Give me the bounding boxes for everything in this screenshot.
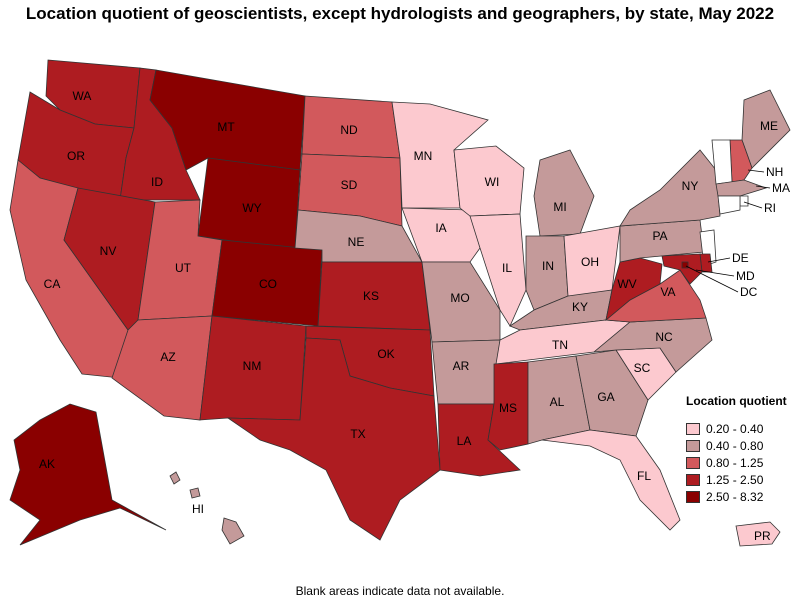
state-label-MI: MI bbox=[553, 200, 566, 214]
state-label-NC: NC bbox=[655, 330, 673, 344]
state-label-OR: OR bbox=[67, 149, 85, 163]
state-label-OK: OK bbox=[377, 347, 394, 361]
state-label-DC: DC bbox=[740, 285, 758, 299]
state-label-MN: MN bbox=[414, 149, 433, 163]
state-label-IN: IN bbox=[542, 259, 554, 273]
state-label-IA: IA bbox=[435, 221, 446, 235]
state-HI[interactable] bbox=[169, 471, 245, 545]
state-label-SC: SC bbox=[634, 361, 651, 375]
legend-swatch bbox=[686, 474, 700, 486]
state-label-PR: PR bbox=[754, 529, 771, 543]
state-label-WV: WV bbox=[617, 277, 636, 291]
state-label-WI: WI bbox=[485, 175, 500, 189]
legend-label: 0.80 - 1.25 bbox=[706, 456, 764, 470]
state-label-AR: AR bbox=[453, 359, 470, 373]
legend-title: Location quotient bbox=[686, 394, 787, 408]
state-label-VA: VA bbox=[660, 285, 675, 299]
state-MO[interactable] bbox=[421, 261, 501, 343]
legend-label: 1.25 - 2.50 bbox=[706, 473, 764, 487]
legend-swatch bbox=[686, 491, 700, 503]
state-label-ID: ID bbox=[151, 175, 163, 189]
state-ME[interactable] bbox=[741, 89, 791, 169]
legend-label: 2.50 - 8.32 bbox=[706, 490, 764, 504]
state-MA[interactable] bbox=[715, 179, 768, 197]
legend-item: 0.20 - 0.40 bbox=[686, 422, 763, 436]
map-title: Location quotient of geoscientists, exce… bbox=[25, 4, 775, 23]
legend-item: 2.50 - 8.32 bbox=[686, 490, 763, 504]
state-label-MO: MO bbox=[450, 291, 469, 305]
legend-label: 0.20 - 0.40 bbox=[706, 422, 764, 436]
state-label-NH: NH bbox=[766, 165, 783, 179]
state-label-NY: NY bbox=[682, 179, 699, 193]
legend-swatch bbox=[686, 457, 700, 469]
footnote: Blank areas indicate data not available. bbox=[295, 584, 505, 598]
state-label-KS: KS bbox=[363, 289, 379, 303]
state-label-ND: ND bbox=[340, 123, 358, 137]
state-label-ME: ME bbox=[760, 119, 778, 133]
state-label-FL: FL bbox=[637, 469, 651, 483]
state-label-CA: CA bbox=[44, 277, 61, 291]
state-label-UT: UT bbox=[175, 261, 192, 275]
leader-lines bbox=[685, 169, 771, 293]
state-label-LA: LA bbox=[457, 434, 472, 448]
state-label-NM: NM bbox=[243, 359, 262, 373]
state-label-MD: MD bbox=[736, 269, 755, 283]
state-PR[interactable] bbox=[735, 521, 781, 547]
state-label-PA: PA bbox=[652, 229, 667, 243]
state-label-TX: TX bbox=[350, 427, 365, 441]
state-label-AZ: AZ bbox=[160, 350, 175, 364]
legend-item: 1.25 - 2.50 bbox=[686, 473, 763, 487]
state-label-WY: WY bbox=[242, 201, 261, 215]
state-label-HI: HI bbox=[192, 502, 204, 516]
state-label-TN: TN bbox=[552, 338, 568, 352]
legend-item: 0.80 - 1.25 bbox=[686, 456, 763, 470]
state-label-GA: GA bbox=[597, 390, 614, 404]
state-label-MS: MS bbox=[499, 401, 517, 415]
state-label-WA: WA bbox=[73, 89, 92, 103]
state-label-NE: NE bbox=[348, 235, 365, 249]
state-label-CO: CO bbox=[259, 277, 277, 291]
legend-swatch bbox=[686, 423, 700, 435]
state-label-MT: MT bbox=[217, 120, 235, 134]
legend-label: 0.40 - 0.80 bbox=[706, 439, 764, 453]
state-label-OH: OH bbox=[581, 255, 599, 269]
state-label-RI: RI bbox=[764, 201, 776, 215]
state-MI[interactable] bbox=[533, 149, 595, 237]
state-label-KY: KY bbox=[572, 300, 588, 314]
state-DC[interactable] bbox=[681, 261, 689, 269]
state-labels: WA OR CA ID NV MT WY UT AZ CO NM ND SD NE KS OK TX MN IA MO… bbox=[39, 89, 790, 543]
state-label-AK: AK bbox=[39, 457, 55, 471]
state-TX[interactable] bbox=[226, 337, 441, 541]
state-label-SD: SD bbox=[341, 178, 358, 192]
state-AK[interactable] bbox=[9, 403, 167, 546]
state-RI[interactable] bbox=[739, 195, 749, 207]
state-VT[interactable] bbox=[711, 139, 733, 185]
state-IA[interactable] bbox=[401, 207, 481, 263]
state-FL[interactable] bbox=[541, 429, 681, 531]
state-label-DE: DE bbox=[732, 251, 749, 265]
state-MD[interactable] bbox=[661, 253, 703, 285]
state-label-MA: MA bbox=[772, 181, 790, 195]
state-label-IL: IL bbox=[502, 261, 512, 275]
legend-item: 0.40 - 0.80 bbox=[686, 439, 763, 453]
legend-swatch bbox=[686, 440, 700, 452]
state-label-NV: NV bbox=[100, 244, 117, 258]
state-CT[interactable] bbox=[717, 195, 741, 215]
state-label-AL: AL bbox=[550, 395, 565, 409]
state-NY[interactable] bbox=[619, 149, 721, 227]
